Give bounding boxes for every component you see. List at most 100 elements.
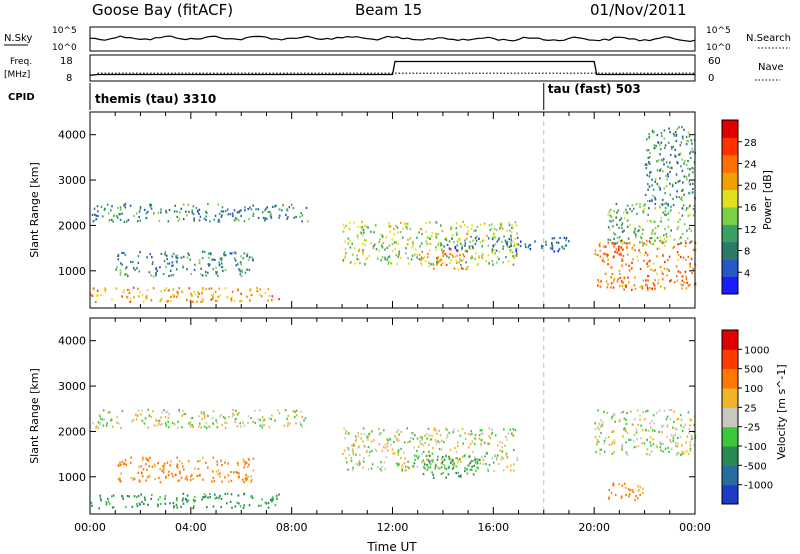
colorbar-swatch: [722, 349, 738, 370]
scatter-cell: [690, 139, 693, 142]
scatter-cell: [157, 503, 159, 506]
scatter-cell: [270, 418, 272, 421]
scatter-cell: [157, 211, 160, 214]
scatter-cell: [625, 284, 628, 287]
scatter-cell: [492, 232, 495, 235]
scatter-cell: [170, 274, 173, 277]
scatter-cell: [483, 222, 486, 225]
scatter-cell: [246, 478, 248, 481]
scatter-cell: [682, 137, 684, 140]
scatter-cell: [471, 440, 474, 443]
scatter-cell: [607, 283, 609, 286]
scatter-cell: [673, 281, 676, 284]
scatter-cell: [646, 163, 648, 166]
scatter-cell: [239, 261, 242, 264]
scatter-cell: [343, 427, 345, 430]
scatter-cell: [452, 234, 454, 237]
scatter-cell: [368, 254, 371, 257]
scatter-cell: [362, 229, 365, 232]
scatter-cell: [492, 244, 495, 247]
scatter-cell: [203, 217, 206, 220]
scatter-cell: [677, 254, 680, 257]
scatter-cell: [498, 462, 500, 466]
scatter-cell: [684, 208, 687, 211]
scatter-cell: [360, 437, 362, 440]
freq-tick-top: 18: [60, 56, 73, 67]
scatter-cell: [603, 252, 605, 255]
scatter-cell: [257, 504, 260, 507]
scatter-cell: [688, 192, 690, 195]
scatter-cell: [366, 257, 369, 260]
scatter-cell: [603, 410, 605, 413]
scatter-cell: [94, 218, 97, 222]
scatter-cell: [651, 429, 654, 432]
scatter-cell: [626, 253, 629, 256]
scatter-cell: [670, 408, 673, 412]
scatter-cell: [191, 423, 193, 427]
scatter-cell: [145, 457, 148, 460]
scatter-cell: [455, 450, 458, 454]
scatter-cell: [388, 225, 390, 228]
scatter-cell: [672, 204, 675, 207]
scatter-cell: [300, 212, 302, 215]
scatter-cell: [674, 181, 677, 185]
scatter-cell: [649, 171, 651, 175]
scatter-cell: [501, 441, 503, 444]
scatter-cell: [456, 250, 459, 253]
scatter-cell: [497, 238, 500, 241]
scatter-cell: [362, 460, 365, 463]
scatter-cell: [689, 262, 691, 265]
scatter-cell: [178, 408, 180, 411]
scatter-cell: [163, 289, 166, 292]
scatter-cell: [200, 410, 202, 413]
scatter-cell: [219, 494, 221, 497]
scatter-cell: [426, 243, 429, 246]
scatter-cell: [650, 426, 652, 429]
colorbar-swatch: [722, 224, 738, 243]
scatter-cell: [261, 211, 264, 214]
scatter-cell: [488, 224, 491, 227]
scatter-cell: [138, 465, 140, 468]
scatter-cell: [605, 280, 608, 283]
scatter-cell: [242, 478, 244, 481]
scatter-cell: [666, 415, 669, 418]
scatter-cell: [436, 432, 438, 435]
scatter-cell: [201, 292, 203, 295]
scatter-cell: [663, 187, 666, 190]
scatter-cell: [353, 247, 356, 250]
scatter-cell: [240, 299, 243, 303]
scatter-cell: [177, 479, 180, 482]
scatter-cell: [684, 239, 687, 243]
scatter-cell: [239, 270, 242, 273]
freq-unit-label: [MHz]: [4, 70, 30, 80]
scatter-cell: [175, 503, 178, 506]
scatter-cell: [165, 287, 168, 290]
scatter-cell: [154, 465, 156, 468]
scatter-cell: [642, 209, 644, 213]
scatter-cell: [170, 460, 172, 463]
scatter-cell: [238, 268, 240, 271]
scatter-cell: [220, 459, 222, 462]
scatter-cell: [201, 250, 204, 253]
scatter-cell: [215, 419, 217, 422]
scatter-cell: [428, 249, 431, 252]
scatter-cell: [197, 291, 199, 294]
scatter-cell: [141, 420, 144, 423]
scatter-cell: [480, 439, 483, 442]
scatter-cell: [105, 424, 108, 427]
scatter-cell: [136, 212, 138, 215]
scatter-cell: [613, 414, 616, 417]
scatter-cell: [121, 295, 123, 298]
scatter-cell: [251, 496, 254, 499]
scatter-cell: [357, 237, 359, 240]
scatter-cell: [648, 185, 651, 188]
velocity-region-5: [412, 454, 481, 479]
scatter-cell: [648, 133, 650, 136]
scatter-cell: [99, 494, 101, 497]
scatter-cell: [193, 268, 196, 272]
scatter-cell: [682, 188, 684, 191]
scatter-cell: [259, 424, 261, 427]
scatter-cell: [482, 239, 485, 242]
scatter-cell: [559, 236, 561, 240]
scatter-cell: [215, 266, 217, 269]
